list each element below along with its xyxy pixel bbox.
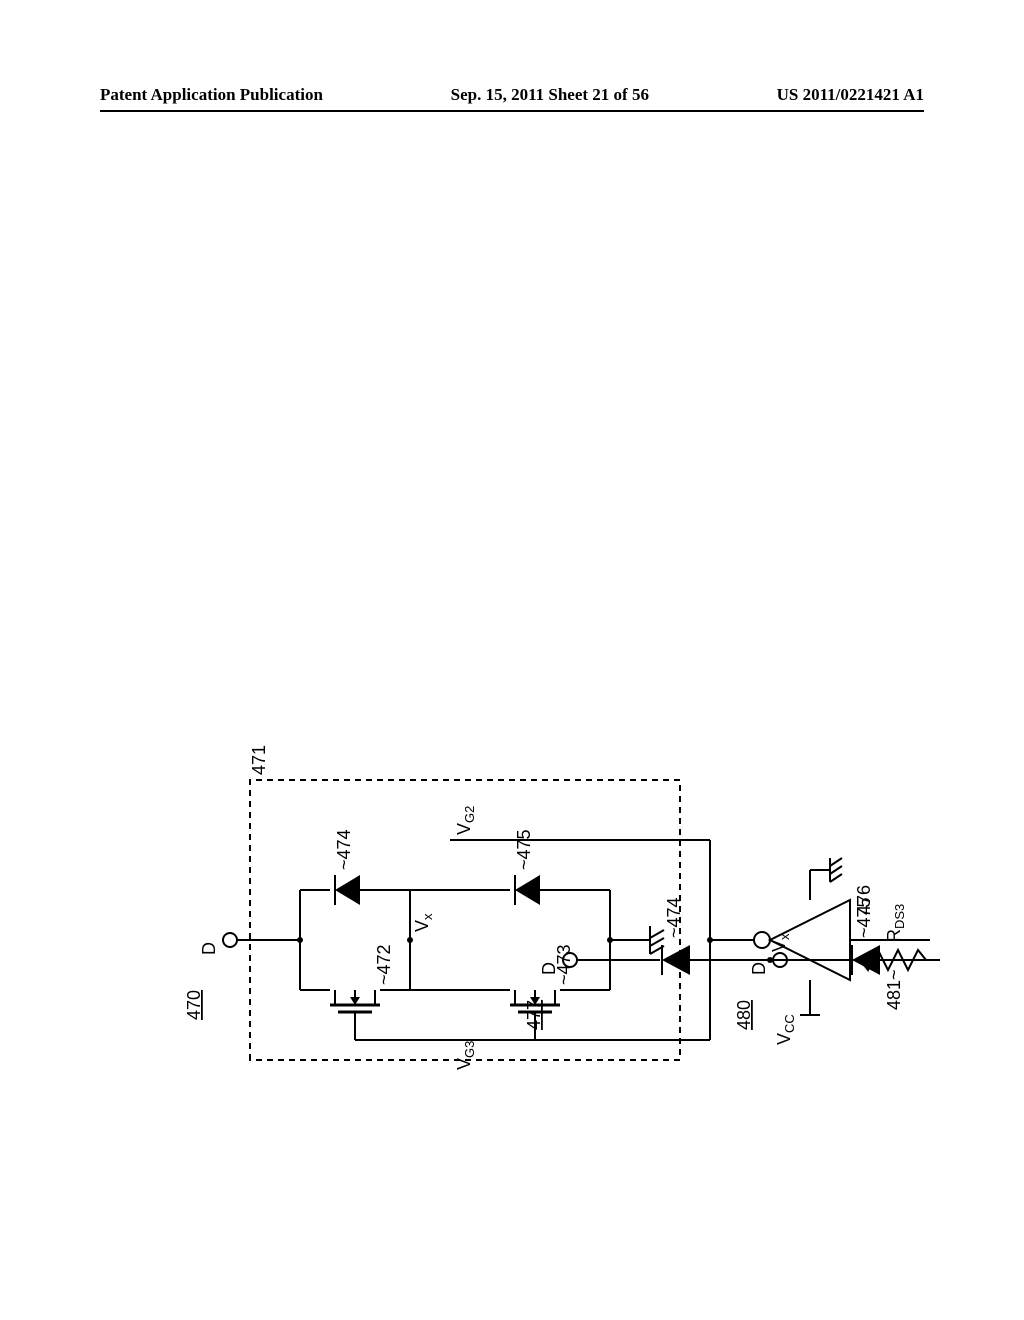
header-right: US 2011/0221421 A1 <box>777 85 924 105</box>
r-top-name: RDS3 <box>884 904 907 942</box>
figure-sheet: 470 VCC 476 VG3 VG2 <box>80 180 940 1080</box>
fig9c-ref: 480 <box>734 1000 754 1030</box>
r-top-ref: 481~ <box>884 969 904 1010</box>
header-rule <box>100 110 924 112</box>
figure-9c: 480 D 481~ RDS3 Vx 482~ RDS1 FIG. 9C <box>80 180 940 1080</box>
header-center: Sep. 15, 2011 Sheet 21 of 56 <box>451 85 649 105</box>
resistor-icon <box>860 950 926 970</box>
terminal-d-label: D <box>749 962 769 975</box>
header-left: Patent Application Publication <box>100 85 323 105</box>
